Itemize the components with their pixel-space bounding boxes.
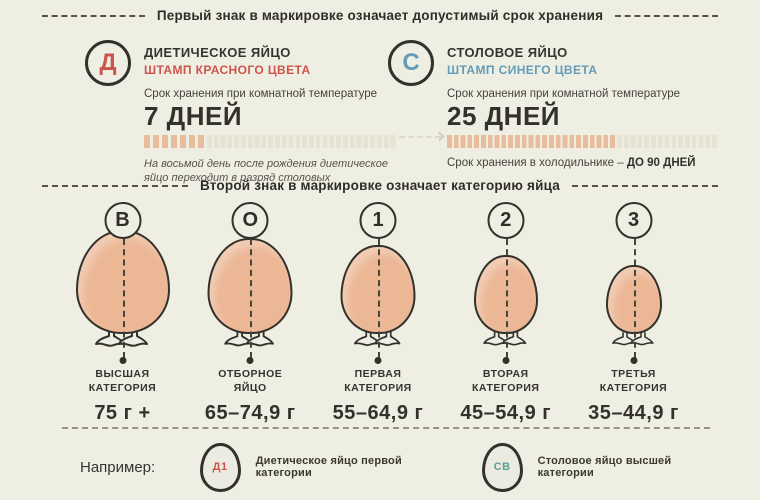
table-days-bar-fill (447, 134, 617, 148)
category-label: ПЕРВАЯ КАТЕГОРИЯ (344, 368, 412, 394)
header-dash-left (42, 14, 145, 17)
example-description: Диетическое яйцо первой категории (255, 455, 402, 479)
diet-days-bar-fill (144, 134, 207, 148)
table-letter-badge: С (388, 40, 434, 86)
example-diet-first: Д1 Диетическое яйцо первой категории (199, 442, 452, 492)
chicken-feet-icon (483, 331, 527, 346)
category-label: ВЫСШАЯ КАТЕГОРИЯ (88, 368, 157, 394)
section-header-storage: Первый знак в маркировке означает допуст… (0, 8, 760, 23)
table-egg-details: СТОЛОВОЕ ЯЙЦО ШТАМП СИНЕГО ЦВЕТА Срок хр… (447, 38, 722, 169)
diet-days-bar (144, 134, 396, 148)
center-dash-line (250, 239, 253, 358)
center-dash-line (122, 239, 125, 358)
diet-egg-block: Д ДИЕТИЧЕСКОЕ ЯЙЦО ШТАМП КРАСНОГО ЦВЕТА … (85, 38, 396, 186)
section-header-category: Второй знак в маркировке означает катего… (0, 178, 760, 193)
center-dash-line (633, 239, 636, 358)
diet-stamp-label: ШТАМП КРАСНОГО ЦВЕТА (144, 63, 311, 77)
category-label: ОТБОРНОЕ ЯЙЦО (218, 368, 283, 394)
center-dash-line (505, 239, 508, 358)
diet-storage-label: Срок хранения при комнатной температуре (144, 88, 378, 100)
diet-title: ДИЕТИЧЕСКОЕ ЯЙЦО (144, 45, 291, 60)
diet-egg-details: ДИЕТИЧЕСКОЕ ЯЙЦО ШТАМП КРАСНОГО ЦВЕТА Ср… (144, 38, 396, 186)
category-badge: В (104, 202, 141, 239)
transition-arrow (399, 131, 445, 142)
category-badge: 1 (359, 202, 397, 239)
pointer-dot (246, 357, 254, 364)
table-days-bar-rest (617, 134, 719, 148)
section-title: Первый знак в маркировке означает допуст… (156, 8, 604, 23)
egg-category-row: В ВЫСШАЯ КАТЕГОРИЯ 75 г + (60, 202, 696, 425)
diet-days-value: 7 ДНЕЙ (144, 101, 243, 131)
diet-letter-badge: Д (85, 40, 131, 86)
table-title: СТОЛОВОЕ ЯЙЦО (447, 45, 568, 60)
category-badge: 2 (487, 202, 525, 239)
category-badge: О (231, 202, 269, 239)
table-egg-block: С СТОЛОВОЕ ЯЙЦО ШТАМП СИНЕГО ЦВЕТА Срок … (388, 38, 722, 169)
section-title: Второй знак в маркировке означает катего… (200, 178, 560, 193)
category-first: 1 ПЕРВАЯ КАТЕГОРИЯ 55–64,9 г (316, 202, 441, 425)
pointer-dot (374, 357, 382, 364)
weight-range: 65–74,9 г (204, 402, 296, 425)
pointer-dot (119, 357, 126, 364)
pointer-dot (502, 357, 510, 364)
examples-label: Например: (80, 458, 156, 476)
chicken-feet-icon (611, 332, 654, 346)
table-stamp-label: ШТАМП СИНЕГО ЦВЕТА (447, 63, 598, 77)
header-dash-right (615, 14, 719, 17)
examples-footer: Например: Д1 Диетическое яйцо первой кат… (80, 440, 730, 494)
category-label: ВТОРАЯ КАТЕГОРИЯ (472, 368, 540, 394)
table-note: Срок хранения в холодильнике – ДО 90 ДНЕ… (447, 157, 722, 169)
center-dash-line (378, 239, 380, 358)
footer-separator (62, 427, 710, 429)
weight-range: 75 г + (94, 402, 151, 425)
example-code: СВ (493, 461, 511, 473)
chicken-feet-icon (94, 330, 148, 347)
header-dash-right (571, 184, 719, 187)
table-note-prefix: Срок хранения в холодильнике – (447, 156, 627, 169)
category-third: 3 ТРЕТЬЯ КАТЕГОРИЯ 35–44,9 г (571, 202, 696, 425)
category-second: 2 ВТОРАЯ КАТЕГОРИЯ 45–54,9 г (443, 202, 568, 425)
category-label: ТРЕТЬЯ КАТЕГОРИЯ (599, 368, 668, 394)
diet-note: На восьмой день после рождения диетическ… (144, 157, 388, 185)
weight-range: 35–44,9 г (588, 402, 679, 425)
pointer-dot (630, 357, 637, 364)
header-dash-left (42, 184, 189, 187)
table-days-bar (447, 134, 719, 148)
weight-range: 45–54,9 г (460, 402, 552, 425)
category-highest: В ВЫСШАЯ КАТЕГОРИЯ 75 г + (60, 202, 185, 425)
example-egg-icon: Д1 (199, 442, 241, 492)
table-note-bold: ДО 90 ДНЕЙ (626, 156, 696, 169)
table-storage-label: Срок хранения при комнатной температуре (447, 88, 681, 100)
weight-range: 55–64,9 г (332, 402, 424, 425)
chicken-feet-icon (224, 330, 274, 347)
category-badge: 3 (615, 202, 652, 239)
table-days-value: 25 ДНЕЙ (447, 101, 560, 131)
category-select: О ОТБОРНОЕ ЯЙЦО 65–74,9 г (188, 202, 313, 425)
chicken-feet-icon (353, 331, 400, 346)
example-code: Д1 (212, 461, 228, 473)
example-description: Столовое яйцо высшей категории (537, 455, 672, 479)
example-table-highest: СВ Столовое яйцо высшей категории (481, 442, 730, 492)
diet-days-bar-rest (207, 134, 396, 148)
example-egg-icon: СВ (481, 442, 523, 492)
